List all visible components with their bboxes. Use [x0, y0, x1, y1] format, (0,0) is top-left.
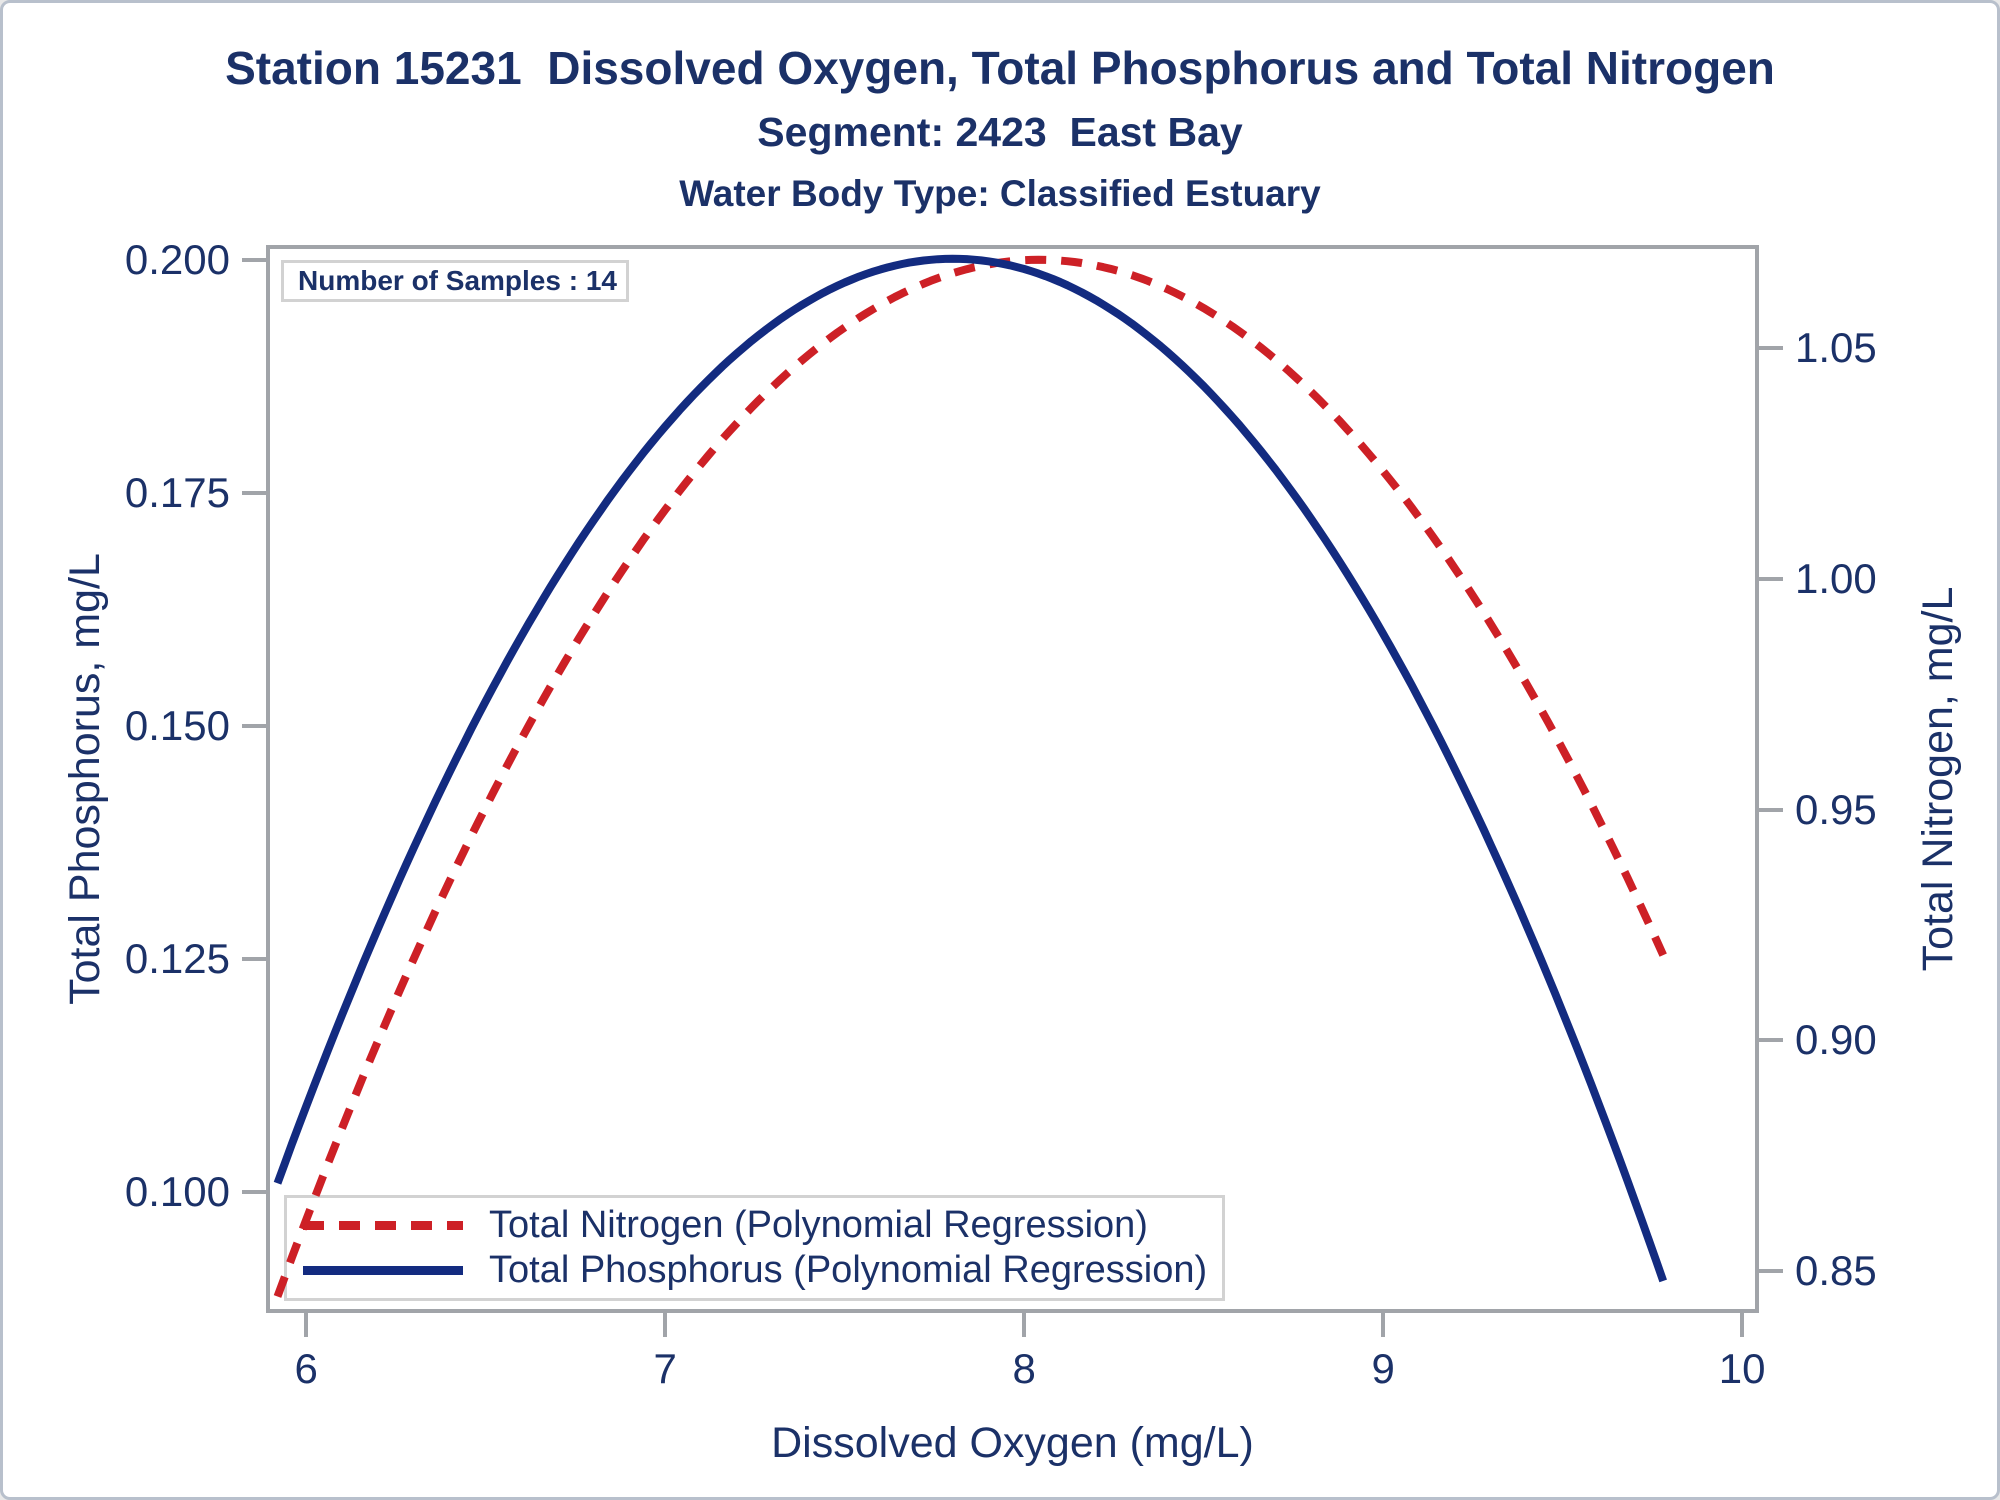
- y-right-tick-label: 0.85: [1795, 1247, 1877, 1295]
- y-left-tick: [242, 723, 266, 728]
- y-right-tick: [1759, 346, 1783, 351]
- y-right-tick: [1759, 1269, 1783, 1274]
- y-left-tick: [242, 490, 266, 495]
- sample-count-box: Number of Samples : 14: [281, 260, 629, 302]
- nitrogen-line-sample: [303, 1220, 463, 1230]
- left-axis-title: Total Phosphorus, mg/L: [61, 553, 109, 1005]
- x-tick: [663, 1313, 668, 1337]
- y-left-tick: [242, 1189, 266, 1194]
- x-tick: [304, 1313, 309, 1337]
- y-left-tick-label: 0.100: [124, 1167, 230, 1215]
- legend-label-nitrogen: Total Nitrogen (Polynomial Regression): [489, 1203, 1148, 1246]
- y-right-tick: [1759, 577, 1783, 581]
- x-axis-title: Dissolved Oxygen (mg/L): [771, 1419, 1254, 1467]
- legend-item-nitrogen: Total Nitrogen (Polynomial Regression): [287, 1203, 1222, 1247]
- x-tick: [1022, 1313, 1027, 1337]
- y-right-tick-label: 0.95: [1795, 785, 1877, 833]
- graph-title: Station 15231 Dissolved Oxygen, Total Ph…: [225, 42, 1775, 94]
- right-axis-title: Total Nitrogen, mg/L: [1914, 586, 1962, 972]
- y-left-tick-label: 0.125: [124, 934, 230, 982]
- y-right-tick: [1759, 807, 1783, 812]
- x-tick-label: 9: [1371, 1345, 1395, 1392]
- legend-item-phosphorus: Total Phosphorus (Polynomial Regression): [287, 1249, 1222, 1293]
- graph-subtitle-waterbody: Water Body Type: Classified Estuary: [679, 173, 1321, 214]
- plot-area: [266, 245, 1759, 1313]
- y-right-tick: [1759, 1038, 1783, 1043]
- x-tick-label: 6: [294, 1345, 318, 1392]
- x-tick-label: 7: [653, 1345, 677, 1392]
- sample-count-label: Number of Samples : 14: [298, 265, 617, 296]
- y-right-tick-label: 1.05: [1795, 324, 1877, 372]
- x-tick-label: 8: [1012, 1345, 1036, 1392]
- y-left-tick-label: 0.175: [124, 468, 230, 516]
- y-left-tick: [242, 257, 266, 262]
- legend: Total Nitrogen (Polynomial Regression) T…: [284, 1195, 1225, 1301]
- y-right-tick-label: 1.00: [1795, 555, 1877, 602]
- y-left-tick-label: 0.150: [124, 701, 230, 749]
- x-tick: [1381, 1313, 1386, 1337]
- y-right-tick-label: 0.90: [1795, 1016, 1877, 1064]
- legend-label-phosphorus: Total Phosphorus (Polynomial Regression): [489, 1249, 1208, 1292]
- x-tick: [1740, 1313, 1745, 1337]
- x-tick-label: 10: [1718, 1345, 1766, 1392]
- phosphorus-line-sample: [303, 1266, 463, 1276]
- y-left-tick-label: 0.200: [124, 235, 230, 283]
- graph-subtitle-segment: Segment: 2423 East Bay: [757, 109, 1243, 155]
- y-left-tick: [242, 956, 266, 961]
